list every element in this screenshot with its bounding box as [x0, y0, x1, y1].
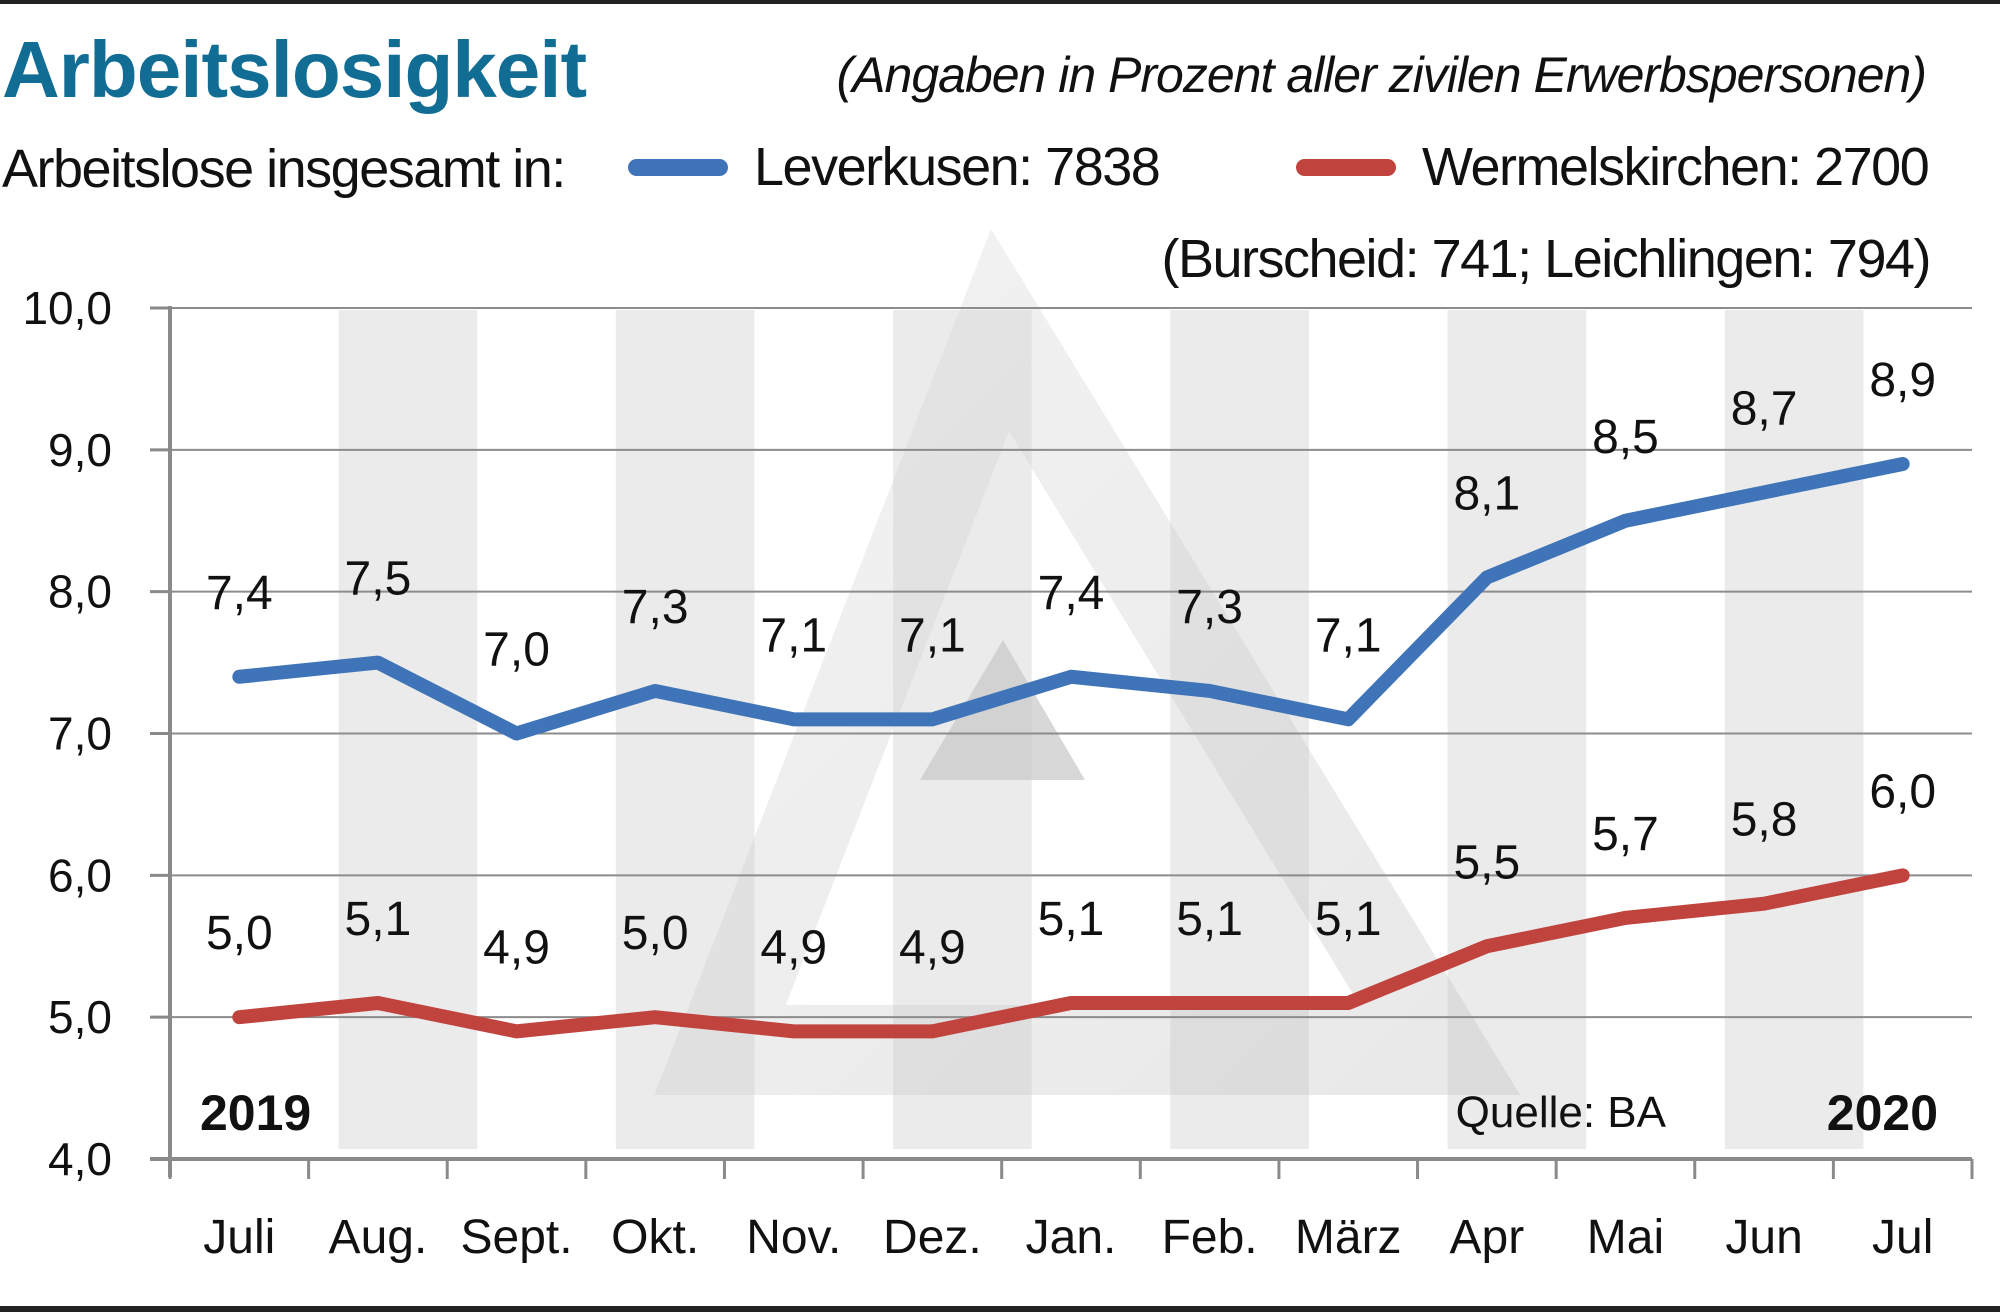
- data-label-leverkusen: 7,1: [899, 609, 966, 662]
- data-label-leverkusen: 8,9: [1869, 354, 1936, 407]
- data-label-leverkusen: 7,4: [206, 567, 273, 620]
- data-label-leverkusen: 7,5: [345, 553, 412, 606]
- data-label-wermelskirchen: 5,0: [622, 907, 689, 960]
- data-label-wermelskirchen: 5,1: [1176, 893, 1243, 946]
- bottom-border: [0, 1306, 2000, 1312]
- data-label-leverkusen: 7,0: [483, 624, 550, 677]
- x-tick-label: Okt.: [611, 1211, 699, 1264]
- series-line-leverkusen: [232, 457, 1910, 741]
- legend-swatch-leverkusen: [628, 158, 728, 176]
- x-tick-label: Jun: [1725, 1211, 1802, 1264]
- year-label-end: 2020: [1827, 1085, 1938, 1141]
- data-label-leverkusen: 8,5: [1592, 411, 1659, 464]
- data-label-wermelskirchen: 4,9: [483, 921, 550, 974]
- x-tick-label: Nov.: [746, 1211, 841, 1264]
- y-tick-label: 4,0: [48, 1133, 112, 1185]
- y-tick-label: 7,0: [48, 708, 112, 760]
- x-tick-label: Feb.: [1162, 1211, 1258, 1264]
- x-tick-label: Mai: [1587, 1211, 1664, 1264]
- data-label-leverkusen: 7,3: [1176, 581, 1243, 634]
- data-labels: 7,4 7,5 7,0 7,3 7,1 7,1 7,4 7,3 7,1 8,1 8,5 8,7 8,9 5…: [206, 354, 1936, 974]
- month-band: [1724, 310, 1864, 1149]
- data-label-leverkusen: 7,4: [1038, 567, 1105, 620]
- x-tick-label: Sept.: [460, 1211, 572, 1264]
- top-border: [0, 0, 2000, 4]
- data-label-wermelskirchen: 5,1: [1315, 893, 1382, 946]
- axes: [150, 306, 1974, 1179]
- data-label-wermelskirchen: 6,0: [1869, 765, 1936, 818]
- data-label-wermelskirchen: 4,9: [899, 921, 966, 974]
- data-label-wermelskirchen: 4,9: [760, 921, 827, 974]
- x-tick-label: Jul: [1872, 1211, 1933, 1264]
- y-tick-label: 9,0: [48, 424, 112, 476]
- y-tick-label: 10,0: [22, 282, 112, 334]
- y-tick-label: 5,0: [48, 991, 112, 1043]
- data-label-leverkusen: 8,7: [1731, 382, 1798, 435]
- data-label-wermelskirchen: 5,5: [1453, 836, 1520, 889]
- series-line-wermelskirchen: [232, 868, 1910, 1039]
- legend-note: (Burscheid: 741; Leichlingen: 794): [1161, 229, 1931, 289]
- chart-title: Arbeitslosigkeit: [2, 25, 587, 114]
- x-tick-label: Apr: [1449, 1211, 1524, 1264]
- data-label-leverkusen: 7,3: [622, 581, 689, 634]
- y-tick-label: 8,0: [48, 566, 112, 618]
- data-label-leverkusen: 8,1: [1453, 467, 1520, 520]
- x-tick-label: Juli: [203, 1211, 275, 1264]
- legend-label-wermelskirchen: Wermelskirchen: 2700: [1422, 137, 1930, 197]
- x-tick-label: Dez.: [883, 1211, 982, 1264]
- y-tick-label: 6,0: [48, 849, 112, 901]
- x-tick-label: Jan.: [1026, 1211, 1117, 1264]
- x-tick-label: März: [1295, 1211, 1402, 1264]
- x-tick-label: Aug.: [329, 1211, 428, 1264]
- data-label-wermelskirchen: 5,8: [1731, 794, 1798, 847]
- data-label-leverkusen: 7,1: [760, 609, 827, 662]
- data-label-wermelskirchen: 5,1: [345, 893, 412, 946]
- year-label-start: 2019: [200, 1085, 311, 1141]
- legend-item-leverkusen: Leverkusen: 7838: [628, 137, 1161, 197]
- chart-subtitle: (Angaben in Prozent aller zivilen Erwerb…: [836, 47, 1927, 103]
- data-label-wermelskirchen: 5,0: [206, 907, 273, 960]
- data-label-wermelskirchen: 5,7: [1592, 808, 1659, 861]
- legend-label-leverkusen: Leverkusen: 7838: [754, 137, 1161, 197]
- x-axis-tick-labels: Juli Aug. Sept. Okt. Nov. Dez. Jan. Feb. März Apr…: [203, 1211, 1933, 1264]
- legend-intro: Arbeitslose insgesamt in:: [2, 139, 566, 199]
- y-axis-tick-labels: 4,0 5,0 6,0 7,0 8,0 9,0 10,0: [22, 282, 112, 1185]
- data-label-wermelskirchen: 5,1: [1038, 893, 1105, 946]
- series-lines: [232, 457, 1910, 1039]
- watermark-inner-triangle: [920, 640, 1085, 780]
- data-label-leverkusen: 7,1: [1315, 609, 1382, 662]
- legend-swatch-wermelskirchen: [1296, 158, 1396, 176]
- source-note: Quelle: BA: [1456, 1088, 1667, 1137]
- legend-item-wermelskirchen: Wermelskirchen: 2700: [1296, 137, 1930, 197]
